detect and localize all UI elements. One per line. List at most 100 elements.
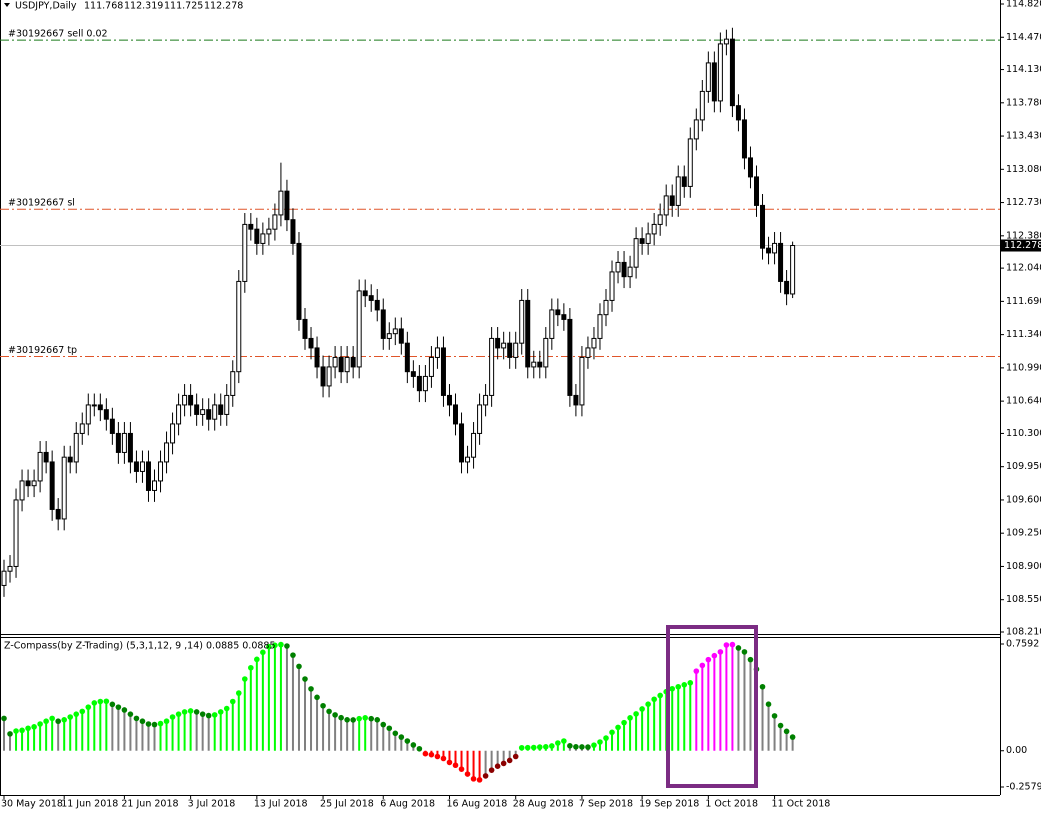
x-tick-label: 30 May 2018 <box>1 799 63 810</box>
candle-body <box>651 223 657 235</box>
indicator-dot <box>43 718 49 725</box>
candle-body <box>164 442 170 463</box>
indicator-dot <box>398 734 405 740</box>
candle-body <box>428 356 434 377</box>
indicator-dot <box>675 683 682 690</box>
candle-body <box>790 245 796 295</box>
indicator-dot <box>783 728 790 735</box>
x-tick-label: 28 Aug 2018 <box>513 799 574 810</box>
indicator-dot <box>512 753 519 760</box>
indicator-dot <box>386 725 393 732</box>
candle-body <box>561 314 567 320</box>
indicator-dot <box>235 690 242 696</box>
header-low: 111.725 <box>164 1 203 12</box>
indicator-dot <box>175 711 182 717</box>
indicator-dot <box>711 652 718 659</box>
indicator-dot <box>127 711 134 717</box>
indicator-dot <box>765 701 772 708</box>
indicator-dot <box>777 722 784 729</box>
x-tick-label: 3 Jul 2018 <box>188 799 236 810</box>
candle-body <box>152 480 157 491</box>
x-tick-label: 13 Jul 2018 <box>254 799 308 810</box>
candle-body <box>266 228 272 235</box>
candle-body <box>115 432 121 453</box>
indicator-dot <box>73 711 80 717</box>
indicator-dot <box>561 738 567 744</box>
indicator-dot <box>452 762 459 769</box>
indicator-dot <box>145 721 152 727</box>
candle-body <box>404 342 410 373</box>
indicator-dot <box>25 725 31 732</box>
candle-body <box>158 461 164 482</box>
y-tick-label: 110.300 <box>1006 428 1041 439</box>
indicator-dot <box>133 715 140 722</box>
candle-body <box>434 347 440 358</box>
y-tick-label: 110.990 <box>1006 362 1041 373</box>
y-tick-label: 108.550 <box>1006 594 1041 605</box>
indicator-dot <box>163 718 170 725</box>
candle-body <box>453 404 458 425</box>
y-tick-label: 113.780 <box>1006 97 1041 108</box>
y-tick-label: 113.430 <box>1006 131 1041 142</box>
indicator-dot <box>211 712 218 718</box>
candle-body <box>717 43 723 102</box>
y-tick-label: 109.250 <box>1006 528 1041 539</box>
indicator-dot <box>205 712 212 719</box>
candle-body <box>314 347 320 368</box>
indicator-dot <box>494 763 501 770</box>
indicator-dot <box>79 708 86 715</box>
candle-body <box>332 356 338 368</box>
candle-body <box>139 461 145 472</box>
indicator-dot <box>374 717 381 723</box>
candle-body <box>398 328 404 344</box>
indicator-dot <box>97 698 104 705</box>
candle-body <box>206 409 212 420</box>
indicator-dot <box>217 709 224 715</box>
candle-body <box>13 499 19 567</box>
y-tick-label: 0.00 <box>1006 745 1027 756</box>
candle-body <box>549 309 555 339</box>
candle-body <box>109 418 115 434</box>
candle-body <box>615 261 621 273</box>
candle-body <box>248 223 254 230</box>
x-tick-label: 25 Jul 2018 <box>320 799 374 810</box>
indicator-dot <box>416 745 423 752</box>
indicator-dot <box>121 707 128 713</box>
candle-body <box>85 404 91 425</box>
candle-body <box>176 404 182 425</box>
y-tick-label: 112.040 <box>1006 263 1041 274</box>
y-tick-label: 111.690 <box>1006 296 1041 307</box>
candle-body <box>621 261 627 278</box>
indicator-dot <box>332 712 338 718</box>
candle-body <box>296 242 302 320</box>
indicator-dot <box>543 744 549 750</box>
indicator-dot <box>272 642 278 649</box>
indicator-dot <box>296 663 302 670</box>
indicator-dot <box>609 729 615 736</box>
indicator-dot <box>67 714 74 720</box>
candle-body <box>170 423 176 444</box>
candle-body <box>705 62 711 92</box>
indicator-dot <box>151 721 158 728</box>
candle-body <box>507 342 513 358</box>
candle-body <box>145 461 151 491</box>
candle-body <box>687 138 693 187</box>
candle-body <box>465 456 471 463</box>
candle-body <box>224 394 230 415</box>
indicator-dot <box>368 715 375 722</box>
indicator-dot <box>567 743 573 749</box>
indicator-dot <box>139 718 146 725</box>
candle-body <box>284 190 290 221</box>
candle-body <box>446 394 452 406</box>
candle-body <box>386 333 392 339</box>
candle-body <box>663 195 669 216</box>
indicator-dot <box>524 744 531 751</box>
header-open: 111.768 <box>84 1 123 12</box>
candle-body <box>471 432 477 458</box>
candle-body <box>422 375 428 392</box>
indicator-dot <box>687 680 694 686</box>
candle-body <box>127 432 133 463</box>
candle-body <box>597 314 603 339</box>
